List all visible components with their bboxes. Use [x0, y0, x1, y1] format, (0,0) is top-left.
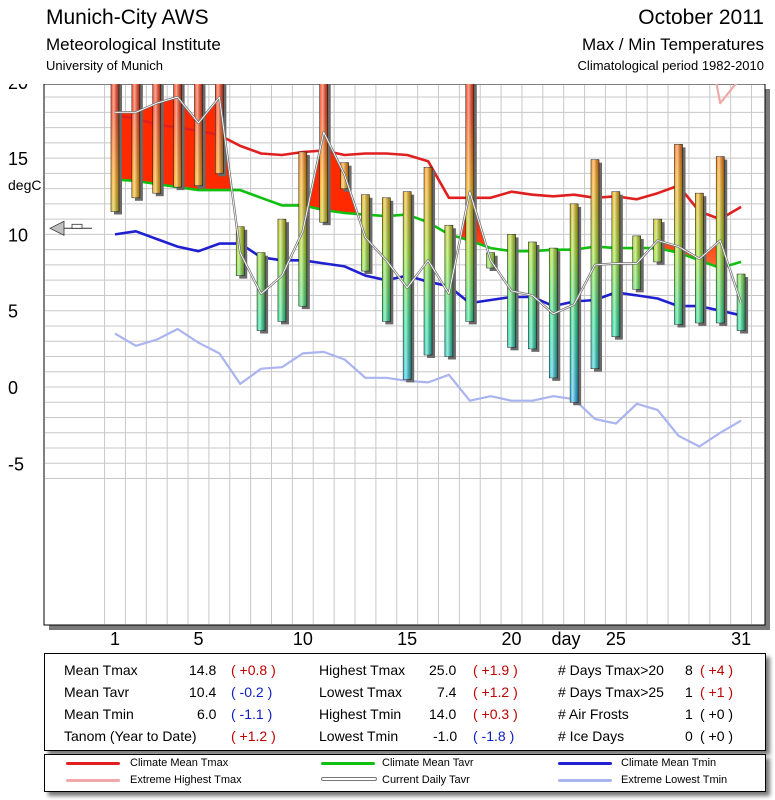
- y-tick-label: 10: [8, 225, 28, 245]
- line-extreme-lowest-tmin: [114, 327, 742, 448]
- legend-label: Extreme Highest Tmax: [130, 774, 242, 786]
- x-tick-label: 15: [397, 629, 417, 649]
- bar-bevel: [152, 84, 161, 194]
- stats-panel: Mean Tmax 14.8 ( +0.8 ) Mean Tavr 10.4 (…: [44, 653, 766, 751]
- stat-value: 25.0: [429, 662, 457, 678]
- bar-bevel: [465, 84, 474, 322]
- current-tavr-line: [115, 96, 742, 315]
- stat-anomaly: ( +0 ): [700, 706, 734, 722]
- y-tick-label: -5: [8, 454, 24, 474]
- legend-swatch-extreme-highest-tmax: [66, 779, 120, 782]
- stat-anomaly: ( -1.8 ): [473, 728, 515, 744]
- stat-anomaly: ( +1.2 ): [231, 728, 276, 744]
- bar-bevel: [277, 219, 286, 322]
- bar-bevel: [361, 194, 370, 272]
- stat-value: 10.4: [189, 684, 217, 700]
- current-tavr-line: [115, 95, 743, 315]
- legend-label: Climate Mean Tmin: [621, 757, 717, 769]
- stat-value: 14.8: [189, 662, 217, 678]
- stat-value: 0: [685, 728, 693, 744]
- bar-bevel: [319, 84, 328, 223]
- climate-period: Climatological period 1982-2010: [577, 58, 764, 73]
- y-tick-label: 15: [8, 149, 28, 169]
- stat-label: # Days Tmax>25: [558, 684, 664, 700]
- stat-label: Mean Tavr: [64, 684, 130, 700]
- stat-anomaly: ( +0 ): [700, 728, 734, 744]
- stat-label: Lowest Tmin: [319, 728, 399, 744]
- x-tick-label: 31: [731, 629, 751, 649]
- legend-label: Extreme Lowest Tmin: [621, 774, 728, 786]
- legend-label: Climate Mean Tavr: [382, 757, 474, 769]
- bar-bevel: [173, 84, 182, 188]
- stat-label: # Ice Days: [558, 728, 625, 744]
- stat-value: 1: [685, 706, 693, 722]
- legend-panel: Climate Mean Tmax Extreme Highest Tmax C…: [44, 754, 766, 792]
- university-title: University of Munich: [46, 58, 164, 73]
- legend-swatch-extreme-lowest-tmin: [558, 779, 612, 782]
- stat-label: Lowest Tmax: [319, 684, 402, 700]
- stat-anomaly: ( +0.8 ): [231, 662, 276, 678]
- legend-swatch-climate-mean-tmin: [558, 762, 612, 765]
- station-title: Munich-City AWS: [46, 6, 209, 29]
- stat-label: Highest Tmin: [319, 706, 402, 722]
- x-tick-label: 1: [110, 629, 120, 649]
- stat-value: 6.0: [197, 706, 217, 722]
- y-tick-label: 20: [8, 84, 28, 93]
- stat-anomaly: ( +1.2 ): [473, 684, 518, 700]
- legend-label: Current Daily Tavr: [382, 774, 470, 786]
- stat-anomaly: ( -0.2 ): [231, 684, 273, 700]
- stat-value: 8: [685, 662, 693, 678]
- institute-title: Meteorological Institute: [46, 35, 221, 54]
- x-tick-label: 10: [293, 629, 313, 649]
- stat-label: Mean Tmin: [64, 706, 134, 722]
- x-tick-label: 5: [193, 629, 203, 649]
- x-tick-label: 20: [502, 629, 522, 649]
- bar-bevel: [194, 84, 203, 186]
- legend-swatch-climate-mean-tavr: [321, 762, 375, 765]
- stat-label: Highest Tmax: [319, 662, 406, 678]
- x-tick-label: 25: [606, 629, 626, 649]
- y-tick-label: 0: [8, 378, 18, 398]
- stat-anomaly: ( +4 ): [700, 662, 734, 678]
- bar-bevel: [215, 84, 224, 174]
- stat-anomaly: ( +1.9 ): [473, 662, 518, 678]
- bar-bevel: [674, 144, 683, 325]
- stat-value: 14.0: [429, 706, 457, 722]
- chart-subtitle: Max / Min Temperatures: [581, 35, 764, 54]
- stat-anomaly: ( +0.3 ): [473, 706, 518, 722]
- stat-anomaly: ( +1 ): [700, 684, 734, 700]
- bar-bevel: [403, 191, 412, 380]
- stat-label: # Days Tmax>20: [558, 662, 664, 678]
- stat-anomaly: ( -1.1 ): [231, 706, 273, 722]
- bar-bevel: [111, 84, 119, 212]
- x-axis-label: day: [551, 629, 580, 649]
- stat-value: -1.0: [433, 728, 458, 744]
- y-tick-label: 5: [8, 302, 18, 322]
- y-axis-label: degC: [8, 177, 41, 193]
- legend-swatch-current-daily-tavr: [321, 777, 377, 781]
- stat-label: # Air Frosts: [558, 706, 629, 722]
- stat-label: Tanom (Year to Date): [64, 728, 197, 744]
- anomaly-marker: [49, 220, 92, 236]
- stat-label: Mean Tmax: [64, 662, 138, 678]
- legend-label: Climate Mean Tmax: [130, 757, 229, 769]
- stat-value: 1: [685, 684, 693, 700]
- anomaly-arrow-box: [71, 223, 83, 229]
- bar-bevel: [131, 84, 140, 198]
- legend-swatch-climate-mean-tmax: [66, 762, 120, 765]
- month-title: October 2011: [638, 6, 764, 29]
- stat-value: 7.4: [437, 684, 457, 700]
